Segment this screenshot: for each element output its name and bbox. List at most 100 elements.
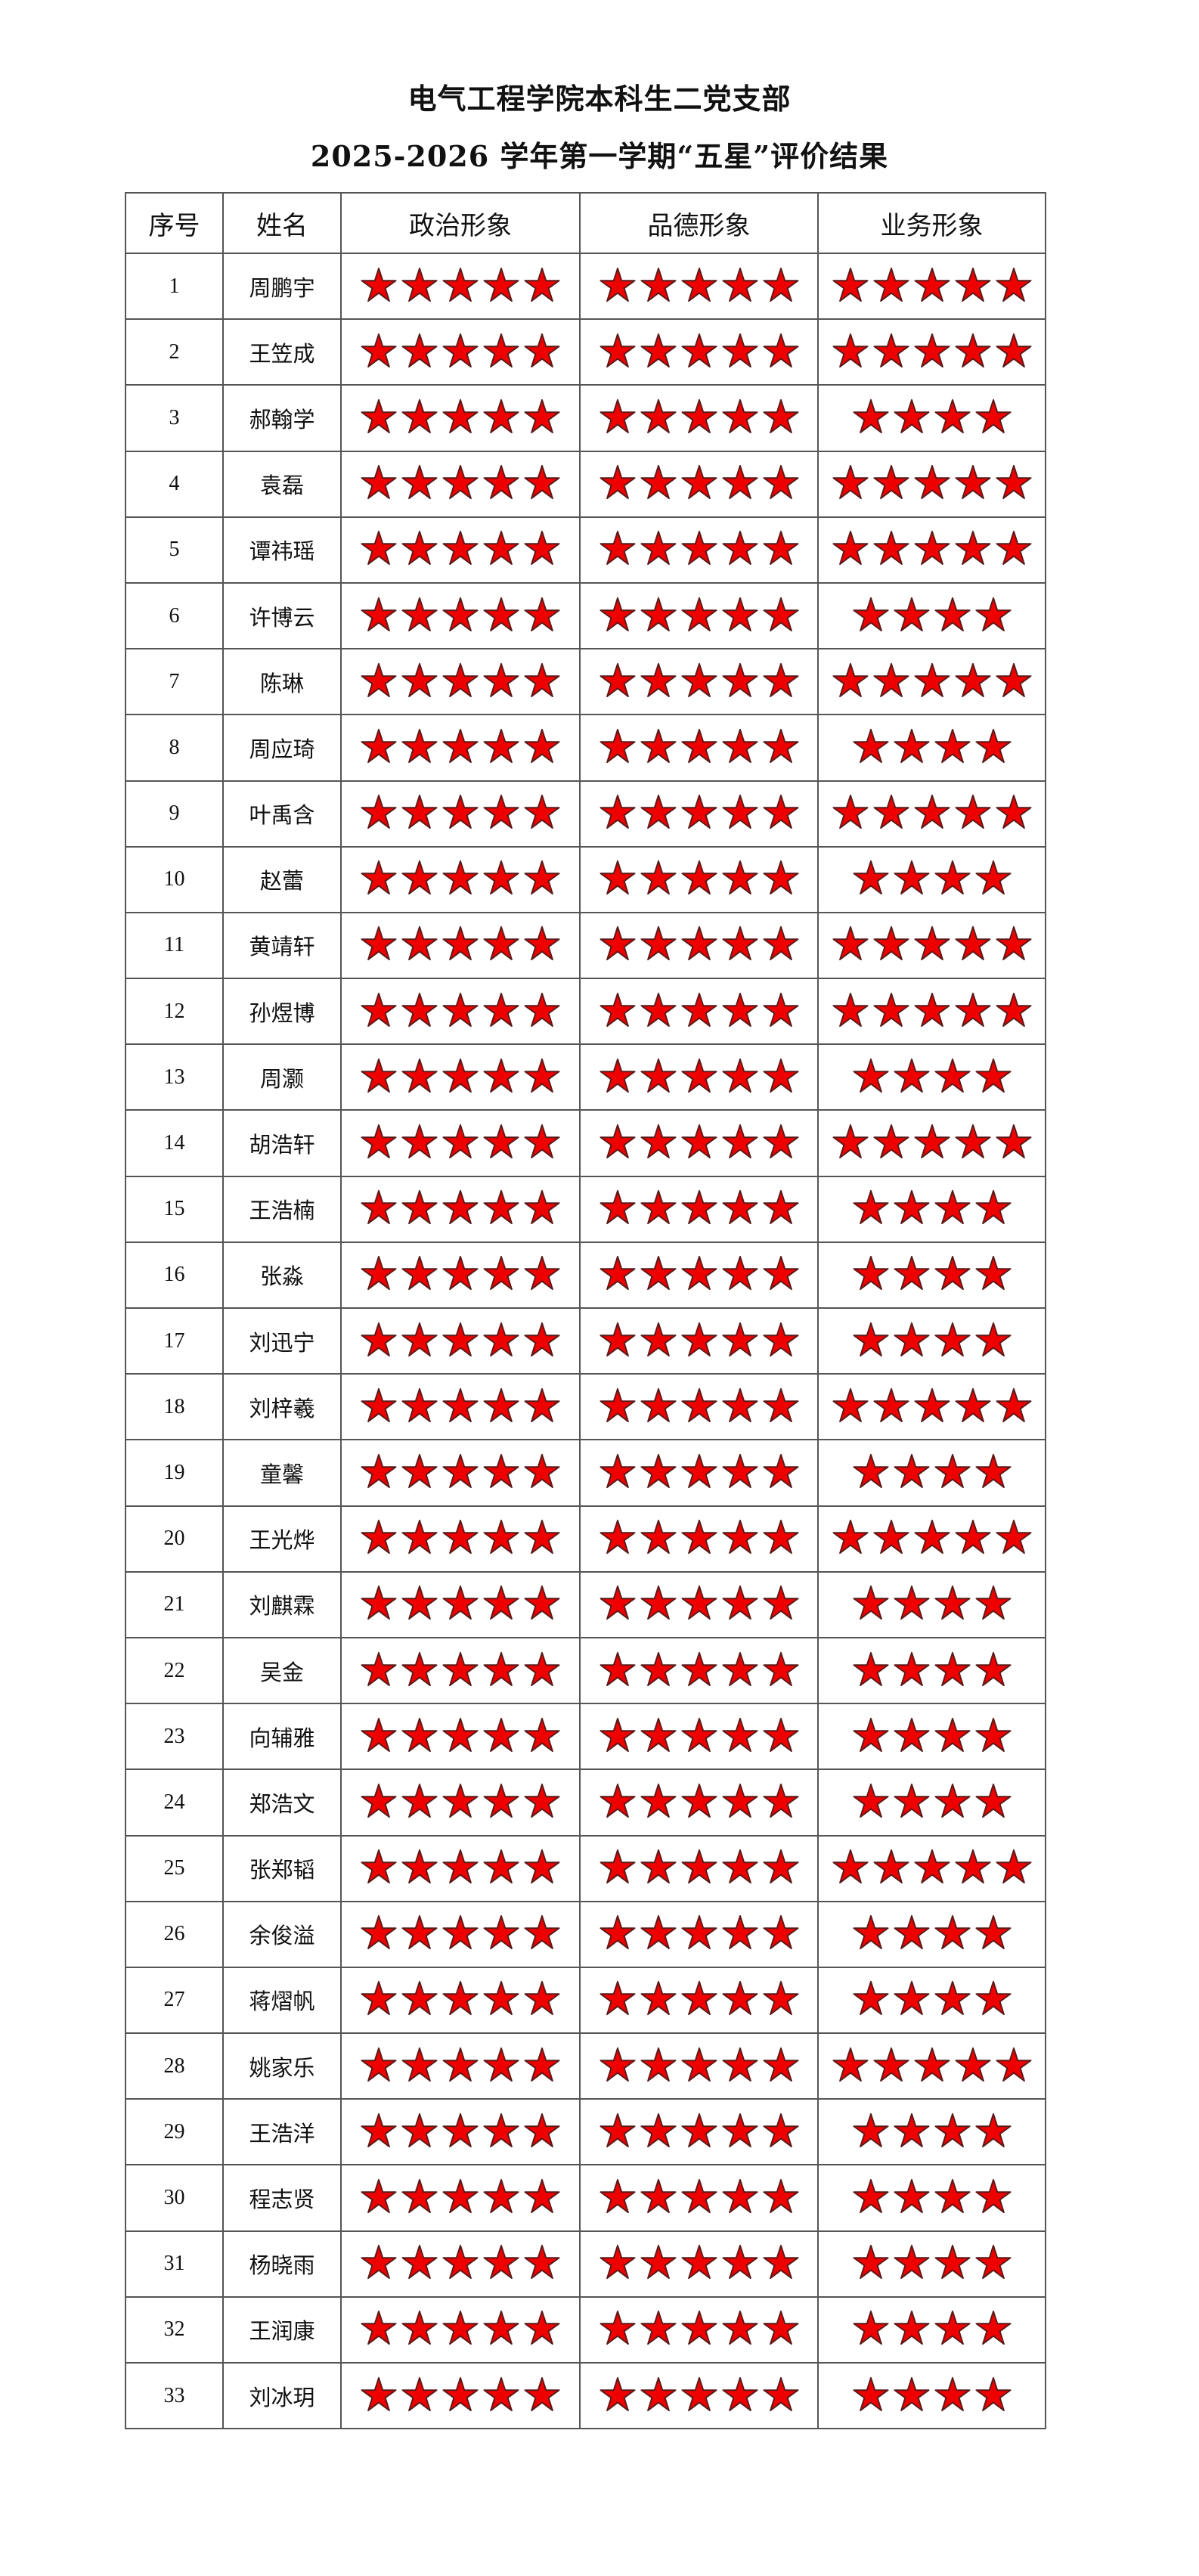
row-name: 王笠成 [222, 318, 342, 386]
red-star-icon [401, 1849, 438, 1885]
red-star-icon [640, 2244, 677, 2280]
moral-rating [599, 2047, 799, 2083]
red-star-icon [524, 1255, 560, 1291]
business-rating [832, 1849, 1032, 1885]
business-rating [832, 2047, 1032, 2083]
red-star-icon [640, 2047, 677, 2083]
red-star-icon [361, 267, 397, 303]
red-star-icon [832, 464, 869, 501]
red-star-icon [762, 333, 799, 369]
row-name: 刘迅宁 [222, 1307, 342, 1375]
red-star-icon [483, 464, 519, 501]
red-star-icon [680, 2178, 717, 2215]
red-star-icon [442, 2047, 479, 2083]
red-star-icon [524, 1783, 560, 1819]
table-row: 30 程志贤 [125, 2164, 1046, 2232]
business-rating-cell [817, 581, 1046, 650]
red-star-icon [680, 1322, 717, 1358]
moral-rating-cell [579, 714, 819, 782]
red-star-icon [995, 267, 1032, 303]
red-star-icon [893, 2310, 930, 2346]
red-star-icon [524, 992, 560, 1028]
red-star-icon [640, 1914, 677, 1951]
red-star-icon [913, 333, 950, 369]
political-rating [361, 398, 560, 435]
red-star-icon [483, 860, 519, 896]
red-star-icon [680, 333, 717, 369]
political-rating-cell [340, 2295, 581, 2364]
red-star-icon [599, 1519, 636, 1555]
moral-rating-cell [579, 1636, 819, 1705]
table-row: 24 郑浩文 [125, 1768, 1046, 1837]
moral-rating-cell [579, 450, 819, 518]
red-star-icon [640, 1651, 677, 1688]
moral-rating-cell [579, 2295, 819, 2364]
red-star-icon [640, 662, 677, 699]
red-star-icon [852, 1585, 889, 1621]
red-star-icon [680, 1717, 717, 1753]
business-rating-cell [817, 516, 1046, 584]
red-star-icon [832, 1849, 869, 1885]
row-name: 许博云 [222, 581, 342, 650]
red-star-icon [401, 2047, 438, 2083]
red-star-icon [401, 1717, 438, 1753]
business-rating-cell [817, 1636, 1046, 1705]
red-star-icon [832, 925, 869, 962]
red-star-icon [954, 267, 991, 303]
red-star-icon [599, 860, 636, 896]
red-star-icon [762, 794, 799, 830]
red-star-icon [974, 1651, 1012, 1688]
moral-rating-cell [579, 1570, 819, 1638]
red-star-icon [401, 728, 438, 764]
red-star-icon [524, 1849, 560, 1885]
table-row: 17 刘迅宁 [125, 1307, 1046, 1375]
red-star-icon [913, 267, 950, 303]
red-star-icon [599, 2310, 636, 2346]
moral-rating [599, 860, 799, 896]
red-star-icon [442, 597, 479, 633]
red-star-icon [995, 662, 1032, 699]
red-star-icon [483, 333, 519, 369]
political-rating [361, 1783, 560, 1819]
red-star-icon [680, 794, 717, 830]
business-rating [852, 1717, 1012, 1753]
political-rating [361, 1717, 560, 1753]
political-rating-cell [340, 1175, 581, 1243]
red-star-icon [599, 2047, 636, 2083]
row-name: 王浩楠 [222, 1175, 342, 1243]
table-row: 1 周鹏宇 [125, 252, 1046, 321]
political-rating-cell [340, 2032, 581, 2100]
red-star-icon [524, 1453, 560, 1489]
political-rating-cell [340, 911, 581, 980]
red-star-icon [524, 1189, 560, 1226]
red-star-icon [762, 2310, 799, 2346]
political-rating [361, 1387, 560, 1424]
red-star-icon [442, 1585, 479, 1621]
red-star-icon [852, 2113, 889, 2149]
red-star-icon [361, 2047, 397, 2083]
row-name: 袁磊 [222, 450, 342, 518]
business-rating-cell [817, 845, 1046, 913]
political-rating [361, 597, 560, 633]
moral-rating-cell [579, 911, 819, 980]
red-star-icon [524, 2376, 560, 2413]
red-star-icon [721, 398, 758, 435]
row-index: 29 [125, 2098, 224, 2166]
political-rating-cell [340, 648, 581, 716]
red-star-icon [852, 2178, 889, 2215]
table-row: 28 姚家乐 [125, 2032, 1046, 2100]
row-index: 17 [125, 1307, 224, 1375]
business-rating [832, 925, 1032, 962]
red-star-icon [762, 2178, 799, 2215]
red-star-icon [762, 1519, 799, 1555]
red-star-icon [762, 1387, 799, 1424]
table-row: 10 赵蕾 [125, 845, 1046, 913]
moral-rating-cell [579, 252, 819, 321]
red-star-icon [361, 2178, 397, 2215]
red-star-icon [721, 992, 758, 1028]
red-star-icon [954, 1849, 991, 1885]
political-rating-cell [340, 252, 581, 321]
political-rating-cell [340, 845, 581, 913]
red-star-icon [599, 728, 636, 764]
red-star-icon [442, 992, 479, 1028]
